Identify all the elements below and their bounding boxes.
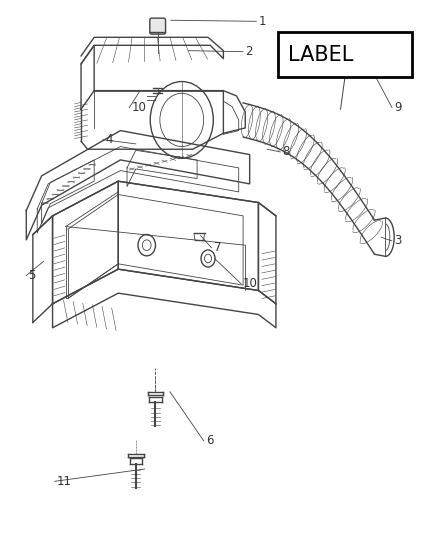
- Text: 10: 10: [243, 277, 258, 290]
- Text: 7: 7: [214, 241, 221, 254]
- Text: 6: 6: [206, 434, 213, 447]
- Text: 9: 9: [394, 101, 402, 114]
- Text: 10: 10: [131, 101, 146, 114]
- Text: 11: 11: [57, 475, 72, 488]
- Text: 3: 3: [394, 235, 402, 247]
- FancyBboxPatch shape: [150, 18, 166, 34]
- Text: 8: 8: [283, 146, 290, 158]
- Text: 4: 4: [105, 133, 113, 146]
- Text: 5: 5: [28, 269, 36, 282]
- Text: 2: 2: [245, 45, 253, 58]
- Text: 1: 1: [258, 15, 266, 28]
- Bar: [278, 32, 412, 77]
- Text: LABEL: LABEL: [288, 45, 353, 64]
